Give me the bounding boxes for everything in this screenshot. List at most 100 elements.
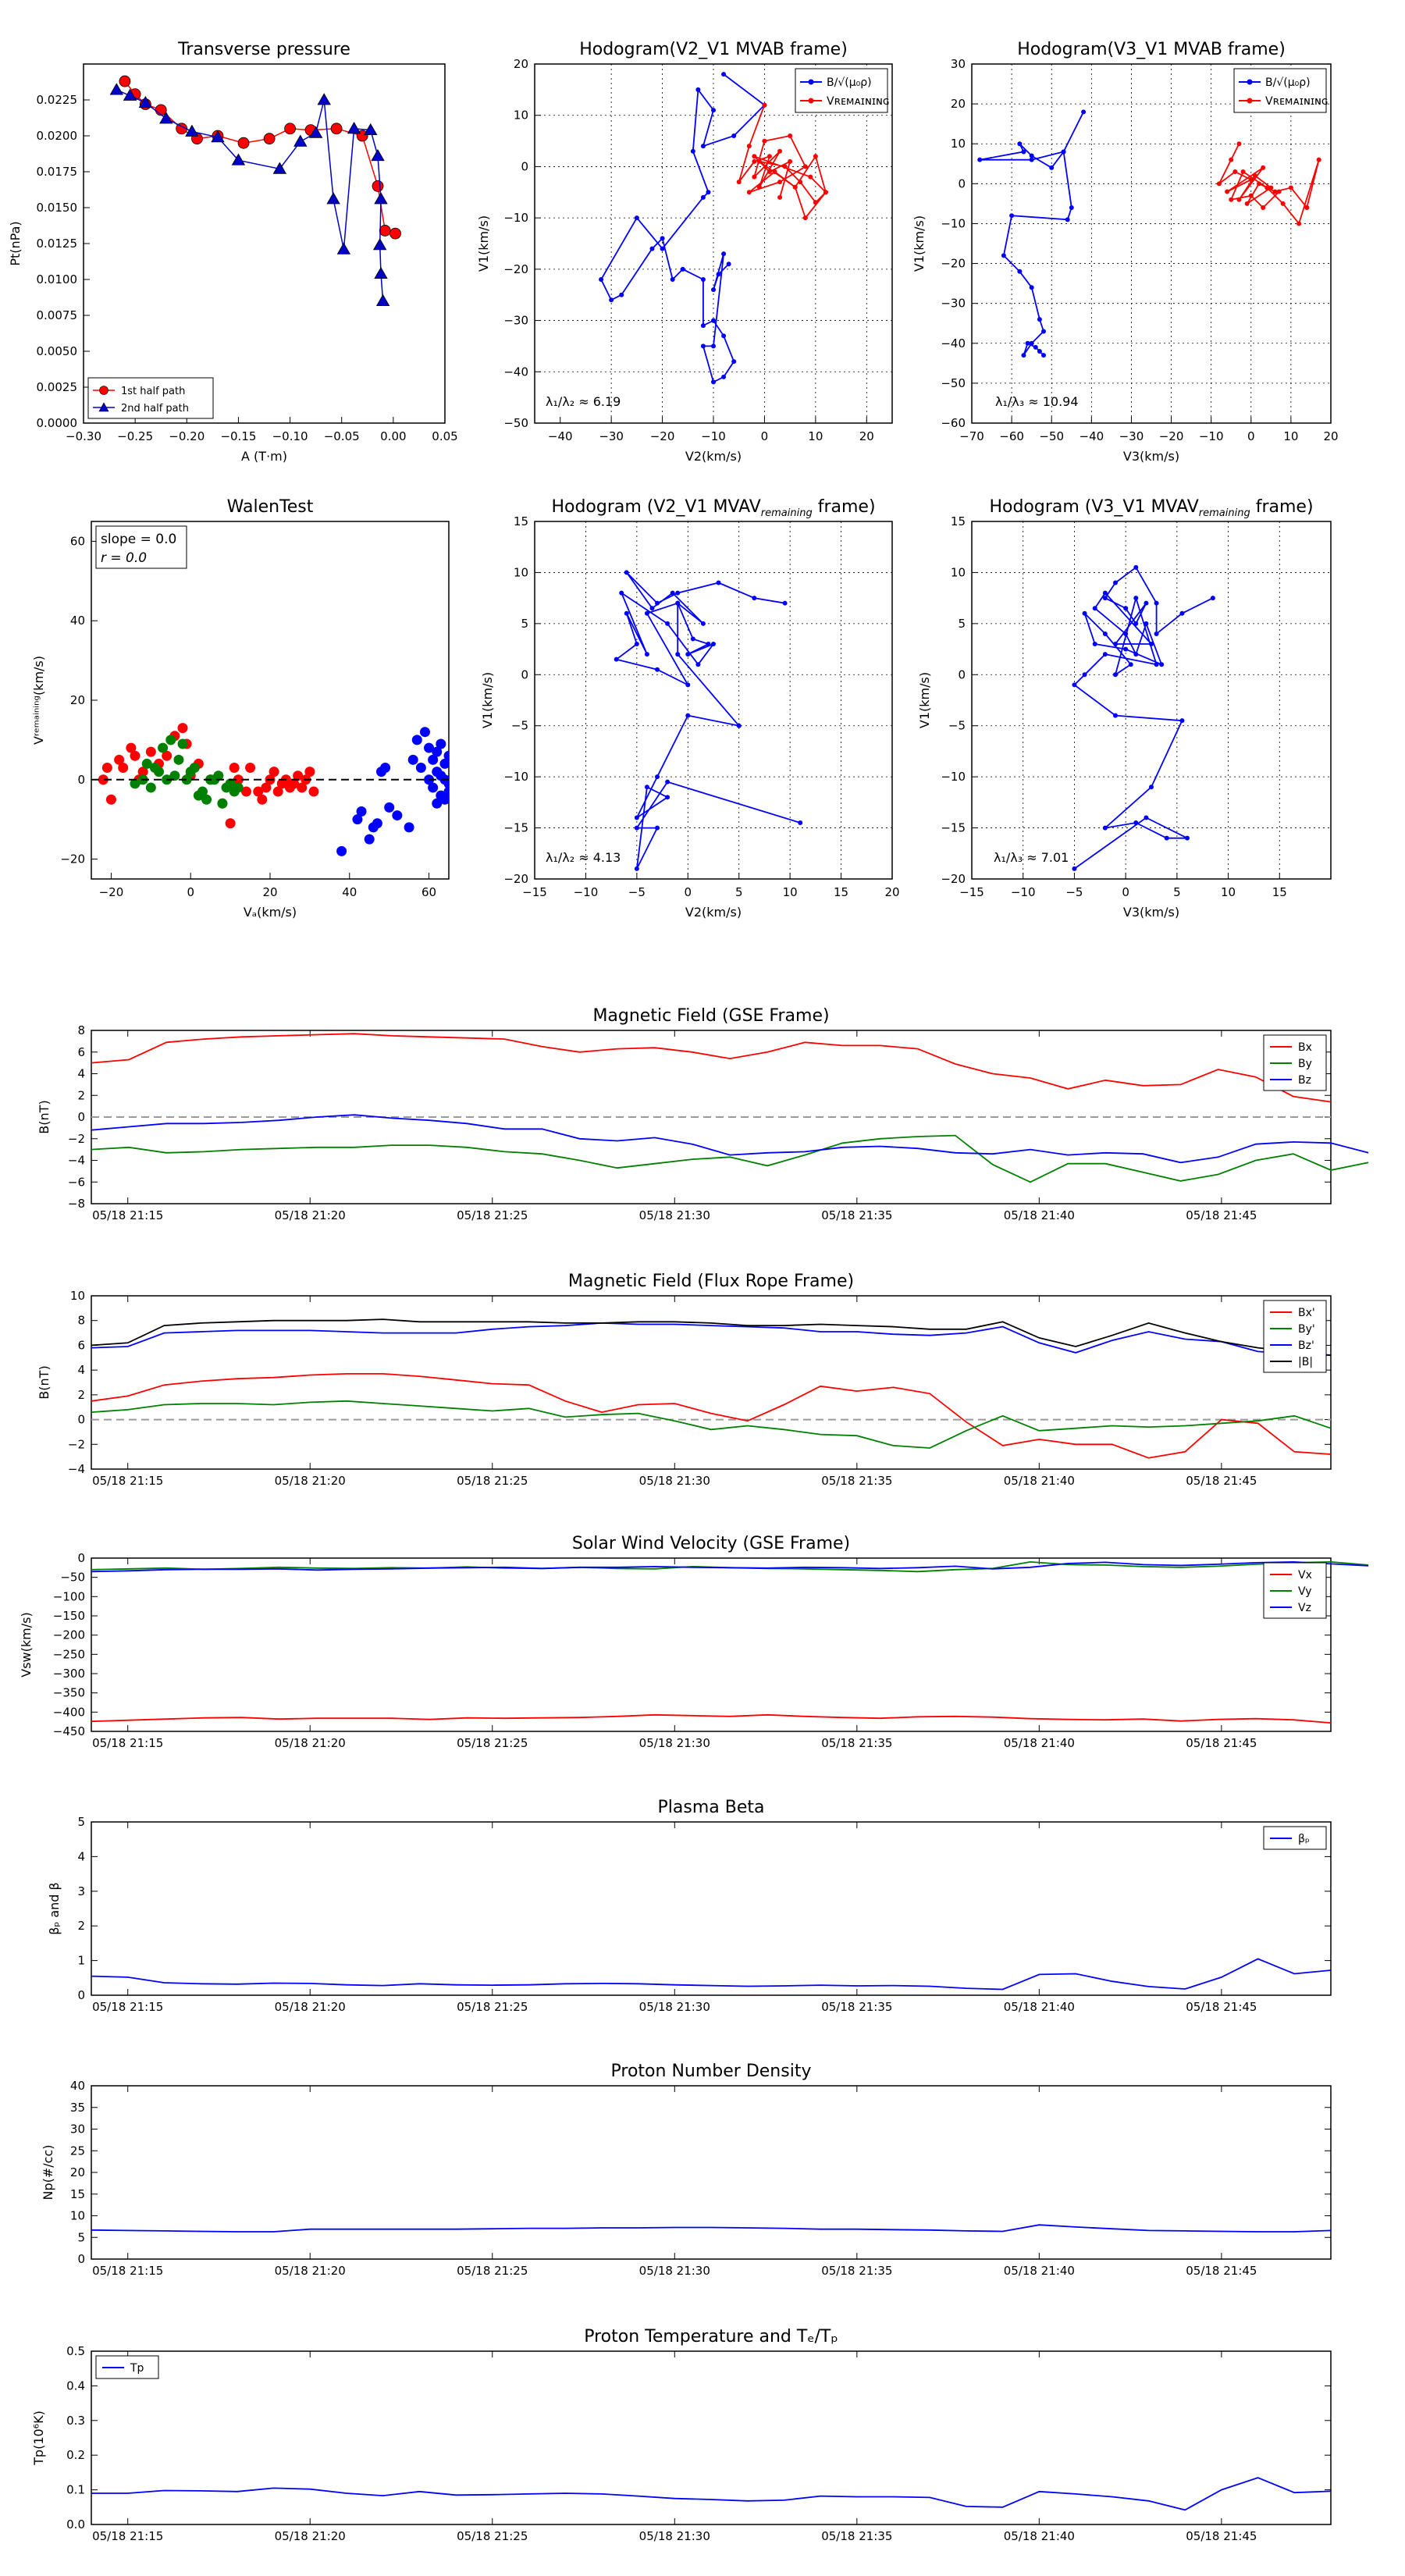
data-point <box>1021 353 1026 358</box>
data-point <box>293 134 308 147</box>
correlation-text: r = 0.0 <box>101 550 147 566</box>
data-point <box>439 794 449 805</box>
chart-title: WalenTest <box>227 497 314 517</box>
x-tick-label: 05/18 21:25 <box>457 2000 528 2014</box>
data-point <box>411 735 422 745</box>
data-point <box>1102 590 1108 596</box>
x-tick-label: −40 <box>548 429 573 443</box>
y-tick-label: 0.0 <box>66 2517 85 2532</box>
y-tick-label: 8 <box>77 1023 85 1037</box>
data-point <box>609 297 614 303</box>
x-tick-label: 0.05 <box>432 429 457 443</box>
plot-area-frame <box>971 63 1332 424</box>
y-tick-label: 0 <box>521 159 528 173</box>
legend-box <box>1233 68 1327 113</box>
data-point <box>767 154 772 159</box>
data-point <box>392 810 403 821</box>
data-point <box>802 215 808 221</box>
data-point <box>665 779 670 785</box>
data-point <box>352 814 363 825</box>
y-tick-label: 40 <box>70 2079 85 2093</box>
y-tick-label: −60 <box>941 416 966 430</box>
x-axis-label: V3(km/s) <box>1123 905 1179 920</box>
legend-box <box>87 377 214 419</box>
data-point <box>798 820 803 826</box>
x-tick-label: 05/18 21:15 <box>92 1736 163 1750</box>
data-point <box>752 158 757 164</box>
data-point <box>711 287 716 293</box>
y-tick-label: −200 <box>53 1628 85 1642</box>
data-point <box>977 157 983 162</box>
y-tick-label: −5 <box>511 719 528 733</box>
y-tick-label: 0.0150 <box>37 201 78 215</box>
x-tick-label: −0.25 <box>117 429 153 443</box>
y-tick-label: −4 <box>68 1462 85 1476</box>
data-point <box>114 754 125 765</box>
y-axis-label: Tp(10⁶K) <box>31 2411 46 2466</box>
data-point <box>419 727 430 738</box>
x-tick-label: 0 <box>1122 885 1129 899</box>
data-point <box>336 845 347 856</box>
x-tick-label: −5 <box>1065 885 1083 899</box>
data-point <box>1268 185 1274 190</box>
data-point <box>269 767 279 777</box>
data-point <box>1069 205 1074 210</box>
data-point <box>777 148 783 154</box>
data-point <box>1033 344 1038 350</box>
x-tick-label: 05/18 21:15 <box>92 2264 163 2278</box>
y-tick-label: 20 <box>70 2165 85 2179</box>
y-tick-label: 10 <box>70 1289 85 1303</box>
data-point <box>245 763 256 774</box>
data-point <box>356 806 367 817</box>
data-point <box>1102 652 1108 657</box>
data-point <box>439 758 449 769</box>
data-point <box>788 158 793 164</box>
legend-label: Vz <box>1298 1602 1311 1614</box>
x-tick-label: 20 <box>262 885 277 899</box>
data-point <box>1041 329 1046 334</box>
y-tick-label: 0 <box>521 667 528 681</box>
y-tick-label: −450 <box>53 1724 85 1738</box>
data-point <box>261 782 272 793</box>
plot-series-group <box>977 109 1321 358</box>
data-point <box>289 778 300 789</box>
data-point <box>185 124 199 137</box>
x-tick-label: 10 <box>808 429 823 443</box>
series-line-Vy <box>91 1560 1369 1573</box>
data-point <box>624 610 629 616</box>
x-tick-label: 05/18 21:35 <box>821 2264 892 2278</box>
data-point <box>813 154 818 159</box>
y-tick-label: 0.3 <box>66 2414 85 2428</box>
y-tick-label: −8 <box>68 1197 85 1211</box>
data-point <box>675 600 681 606</box>
series-line-0 <box>600 73 766 383</box>
data-point <box>644 610 649 616</box>
data-point <box>432 746 443 757</box>
data-point <box>154 767 165 777</box>
data-point <box>384 802 395 813</box>
data-point <box>716 580 721 585</box>
x-tick-label: 5 <box>1173 885 1181 899</box>
fit-stats-box <box>95 525 187 569</box>
data-point <box>1229 157 1234 162</box>
x-tick-label: 05/18 21:45 <box>1186 1208 1257 1222</box>
data-point <box>1240 169 1246 174</box>
data-point <box>1154 662 1159 667</box>
data-point <box>1049 165 1055 170</box>
y-axis-label: V1(km/s) <box>917 672 932 728</box>
y-tick-label: 8 <box>77 1314 85 1328</box>
data-point <box>706 642 711 647</box>
data-point <box>700 277 706 282</box>
data-point <box>665 621 670 626</box>
proton-density-panel: Proton Number Density Np(#/cc) 0 5 10 15 20 25 3… <box>41 2062 1332 2278</box>
data-point <box>213 770 224 781</box>
x-tick-label: 05/18 21:45 <box>1186 1736 1257 1750</box>
x-tick-label: 05/18 21:40 <box>1004 1736 1075 1750</box>
legend-label: By' <box>1298 1323 1315 1336</box>
data-point <box>364 834 375 845</box>
data-point <box>1021 149 1026 155</box>
data-point <box>752 154 757 159</box>
data-point <box>721 333 727 339</box>
data-point <box>424 742 435 753</box>
data-point <box>1061 149 1066 155</box>
